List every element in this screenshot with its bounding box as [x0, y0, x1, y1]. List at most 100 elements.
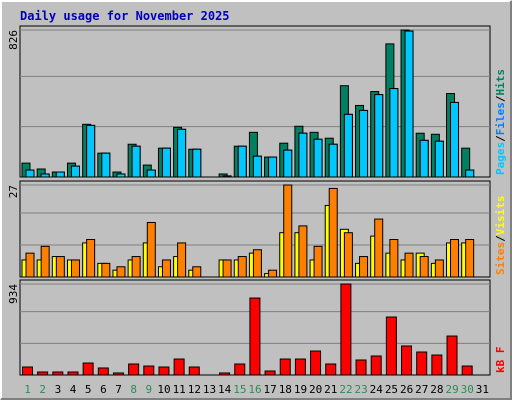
bar [237, 256, 247, 278]
bar [343, 113, 353, 178]
bar [25, 252, 35, 278]
bar [328, 143, 338, 178]
bar [419, 139, 429, 178]
x-tick-label: 2 [39, 383, 46, 396]
bar [161, 147, 171, 178]
x-tick-label: 12 [188, 383, 201, 396]
bar [385, 316, 397, 376]
bar [82, 362, 94, 376]
bar [55, 256, 65, 278]
bar [283, 184, 293, 278]
bar [55, 171, 65, 178]
bar [219, 372, 231, 376]
bar [328, 187, 338, 278]
x-tick-label: 21 [324, 383, 337, 396]
legend-entry: Pages [494, 142, 507, 175]
x-tick-label: 23 [355, 383, 368, 396]
bar [359, 109, 369, 178]
x-tick-label: 29 [445, 383, 458, 396]
x-tick-label: 1 [24, 383, 31, 396]
bar [325, 363, 337, 376]
bar [359, 256, 369, 278]
bar [173, 358, 185, 376]
legend-separator: / [494, 135, 507, 142]
bar [146, 169, 156, 178]
bar [161, 259, 171, 278]
bar [279, 358, 291, 376]
x-tick-label: 5 [85, 383, 92, 396]
bar [374, 94, 384, 178]
bar [40, 245, 50, 278]
bar [249, 297, 261, 376]
bar [252, 155, 262, 178]
bar [389, 88, 399, 178]
bar [143, 365, 155, 376]
bar [52, 371, 64, 376]
legend: Sites/Visits [494, 196, 507, 276]
bar [450, 101, 460, 178]
x-tick-label: 31 [476, 383, 489, 396]
bar [234, 363, 246, 376]
bar [268, 269, 278, 278]
x-tick-label: 7 [115, 383, 122, 396]
x-tick-label: 16 [248, 383, 261, 396]
legend-separator: / [494, 95, 507, 102]
bar [158, 366, 170, 376]
x-tick-label: 30 [461, 383, 474, 396]
bar [313, 138, 323, 178]
legend: kB F [494, 347, 507, 374]
x-tick-label: 6 [100, 383, 107, 396]
bar [355, 359, 367, 376]
bar [86, 124, 96, 178]
bar [313, 245, 323, 278]
bar [40, 173, 50, 178]
bar [192, 148, 202, 178]
x-tick-label: 24 [370, 383, 384, 396]
x-tick-label: 11 [173, 383, 186, 396]
bar [298, 225, 308, 278]
bar [401, 345, 413, 376]
x-tick-label: 25 [385, 383, 398, 396]
bar [131, 256, 141, 278]
x-tick-label: 26 [400, 383, 413, 396]
x-tick-label: 28 [430, 383, 443, 396]
bar [146, 221, 156, 278]
bar [177, 242, 187, 278]
bar [70, 165, 80, 178]
bar [112, 372, 124, 376]
x-tick-label: 22 [339, 383, 352, 396]
legend-separator: / [494, 235, 507, 242]
bar [252, 249, 262, 278]
bar [188, 366, 200, 376]
x-tick-label: 27 [415, 383, 428, 396]
bar [450, 239, 460, 278]
bar [294, 358, 306, 376]
legend-entry: kB F [494, 347, 507, 374]
x-tick-label: 8 [130, 383, 137, 396]
bar [70, 259, 80, 278]
bar [404, 30, 414, 178]
bar [192, 266, 202, 278]
bar [177, 128, 187, 178]
x-tick-label: 10 [157, 383, 170, 396]
bar [22, 366, 33, 376]
bar [461, 365, 473, 376]
bar [434, 140, 444, 178]
bar [264, 370, 276, 376]
bar [268, 156, 278, 178]
bar [101, 152, 111, 178]
y-tick-label: 934 [7, 284, 20, 304]
bar [340, 283, 352, 376]
legend-entry: Sites [494, 242, 507, 275]
legend-entry: Files [494, 102, 507, 135]
bar [222, 175, 232, 178]
bar [283, 149, 293, 178]
bar [298, 132, 308, 178]
bar [116, 266, 126, 278]
bar [446, 335, 458, 376]
bar [25, 169, 35, 178]
legend: Pages/Files/Hits [494, 69, 507, 175]
bar [465, 169, 475, 178]
